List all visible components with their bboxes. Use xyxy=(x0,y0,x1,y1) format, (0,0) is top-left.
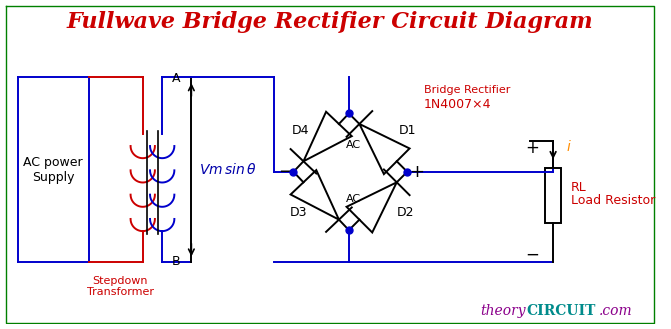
Text: D4: D4 xyxy=(291,124,309,138)
Text: −: − xyxy=(278,163,293,181)
Text: theory: theory xyxy=(480,304,526,318)
Text: AC: AC xyxy=(346,139,361,150)
Text: D1: D1 xyxy=(399,124,416,138)
Text: Stepdown
Transformer: Stepdown Transformer xyxy=(87,276,154,297)
Text: 1N4007×4: 1N4007×4 xyxy=(424,98,491,111)
Text: B: B xyxy=(172,255,180,268)
Bar xyxy=(546,168,561,223)
Text: AC power
Supply: AC power Supply xyxy=(23,156,83,184)
Text: Load Resistor: Load Resistor xyxy=(570,194,655,208)
Text: A: A xyxy=(172,72,180,85)
Text: i: i xyxy=(567,139,570,154)
Text: CIRCUIT: CIRCUIT xyxy=(527,304,597,318)
Text: RL: RL xyxy=(570,181,586,194)
Text: +: + xyxy=(409,163,425,181)
Text: AC: AC xyxy=(346,194,361,204)
Text: .com: .com xyxy=(599,304,633,318)
Text: +: + xyxy=(525,139,539,158)
Text: $Vm\,sin\,\theta$: $Vm\,sin\,\theta$ xyxy=(199,162,257,177)
Text: Bridge Rectifier: Bridge Rectifier xyxy=(424,85,510,95)
Text: −: − xyxy=(525,245,539,264)
Text: Fullwave Bridge Rectifier Circuit Diagram: Fullwave Bridge Rectifier Circuit Diagra… xyxy=(66,11,592,33)
Text: D2: D2 xyxy=(397,206,414,219)
Text: D3: D3 xyxy=(290,206,307,219)
